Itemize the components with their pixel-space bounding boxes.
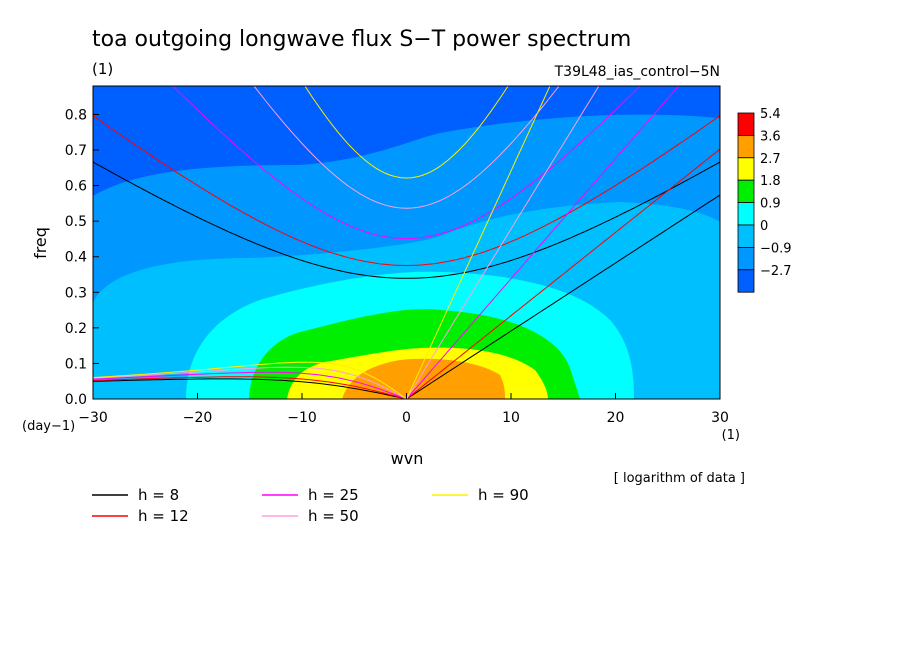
x-tick-label: 0	[402, 410, 411, 426]
colorbar-swatch	[737, 269, 755, 293]
dispersion-curve-kelvin	[406, 86, 600, 399]
colorbar-swatch	[737, 179, 755, 203]
y-tick-label: 0.8	[65, 107, 87, 123]
dispersion-curve-rossby	[93, 366, 407, 399]
chart-units-label: (1)	[92, 60, 113, 78]
colorbar-label: −0.9	[760, 241, 792, 256]
legend-label: h = 90	[478, 486, 529, 504]
chart-title: toa outgoing longwave flux S−T power spe…	[92, 27, 631, 52]
y-tick-label: 0.4	[65, 250, 87, 266]
y-axis-label: freq	[31, 227, 50, 259]
dispersion-curve-gravity	[172, 86, 641, 240]
x-tick-label: 10	[502, 410, 520, 426]
dispersion-curve-rossby	[93, 378, 407, 399]
x-axis: −30 −20 −10 0 10 20 30	[78, 393, 729, 426]
colorbar-swatch	[737, 246, 755, 271]
colorbar-swatch	[737, 202, 755, 226]
x-tick-label: −20	[183, 410, 213, 426]
legend-label: h = 12	[138, 507, 189, 525]
dispersion-curve-kelvin	[406, 194, 720, 399]
chart-run-label: T39L48_ias_control−5N	[554, 64, 720, 80]
legend-label: h = 25	[308, 486, 359, 504]
colorbar-label: 0.9	[760, 197, 781, 212]
dispersion-curve-rossby	[93, 371, 407, 399]
dispersion-curve-gravity	[93, 161, 720, 279]
x-tick-label: 30	[711, 410, 729, 426]
y-tick-label: 0.3	[65, 285, 87, 301]
colorbar-label: 0	[760, 219, 768, 234]
x-tick-label: −30	[78, 410, 108, 426]
y-axis-units: (day−1)	[22, 419, 75, 434]
dispersion-curve-kelvin	[406, 148, 720, 399]
dispersion-curve-gravity	[253, 86, 560, 209]
plot-area	[93, 86, 720, 399]
x-tick-label: −10	[287, 410, 317, 426]
y-tick-label: 0.1	[65, 356, 87, 372]
dispersion-curve-rossby	[93, 361, 407, 399]
colorbar-label: 5.4	[760, 107, 781, 122]
y-tick-label: 0.7	[65, 143, 87, 159]
data-note: [ logarithm of data ]	[614, 471, 745, 486]
y-tick-label: 0.2	[65, 321, 87, 337]
y-axis: 0.0 0.1 0.2 0.3 0.4 0.5 0.6 0.7 0.8	[65, 107, 99, 408]
colorbar-swatch	[737, 157, 755, 181]
colorbar-label: 3.6	[760, 129, 781, 144]
colorbar: 5.4 3.6 2.7 1.8 0.9 0 −0.9 −2.7	[737, 107, 792, 293]
legend-label: h = 50	[308, 507, 359, 525]
y-tick-label: 0.0	[65, 392, 87, 408]
x-tick-label: 20	[607, 410, 625, 426]
y-tick-label: 0.5	[65, 214, 87, 230]
dispersion-curve-kelvin	[406, 86, 680, 399]
x-axis-label: wvn	[391, 449, 424, 468]
dispersion-curve-kelvin	[406, 86, 551, 399]
dispersion-curve-gravity	[304, 86, 509, 179]
colorbar-swatch	[737, 224, 755, 248]
colorbar-label: −2.7	[760, 264, 792, 279]
colorbar-swatch	[737, 134, 755, 159]
x-axis-units: (1)	[722, 428, 740, 443]
colorbar-swatch	[737, 112, 755, 136]
colorbar-label: 1.8	[760, 174, 781, 189]
legend: h = 8 h = 12 h = 25 h = 50 h = 90	[92, 486, 529, 525]
dispersion-curve-rossby	[93, 376, 407, 399]
legend-label: h = 8	[138, 486, 179, 504]
colorbar-label: 2.7	[760, 152, 781, 167]
y-tick-label: 0.6	[65, 179, 87, 195]
dispersion-curve-gravity	[93, 115, 720, 267]
